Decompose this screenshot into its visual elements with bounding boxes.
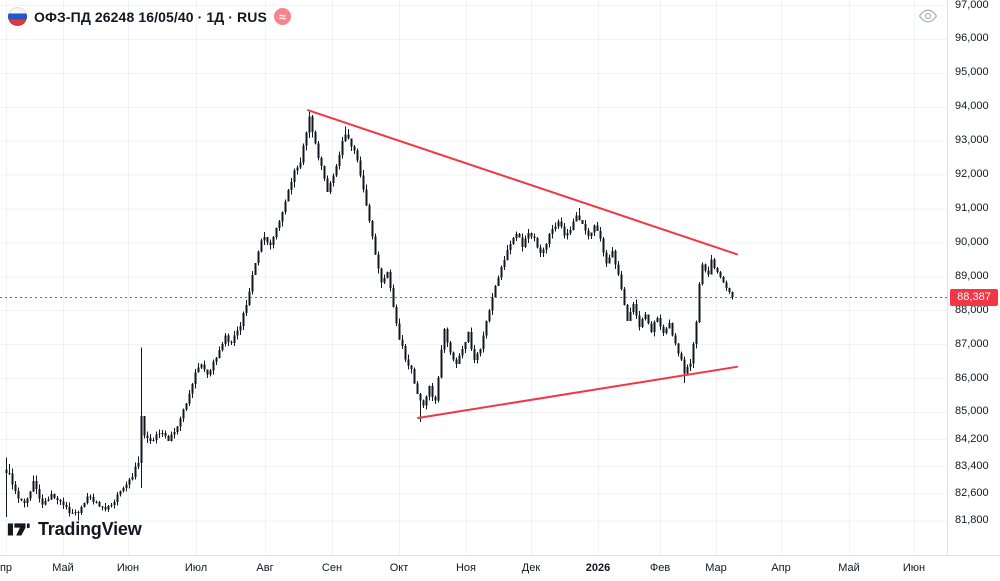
price-axis-label: 88,000 [955,303,989,316]
price-axis-label: 92,000 [955,168,989,181]
price-axis-label: 90,000 [955,235,989,248]
time-axis-label[interactable]: Авг [256,562,274,574]
price-axis-label: 85,000 [955,405,989,418]
chart-plot-area[interactable]: ОФЗ-ПД 26248 16/05/40 · 1Д · RUS ≈ Tradi… [0,0,948,556]
price-axis[interactable]: 97,000 96,000 95,000 94,000 93,000 92,000 91,0… [948,0,1000,556]
symbol-title[interactable]: ОФЗ-ПД 26248 16/05/40 · 1Д · RUS [34,8,267,25]
time-axis[interactable]: пр Май Июн Июл Авг Сен Окт Ноя Дек 2026 Фев Мар Апр М… [0,556,1000,581]
tradingview-logo-text: TradingView [38,518,142,539]
russia-flag-icon [8,7,27,26]
time-axis-label[interactable]: Июн [902,562,926,574]
time-axis-label[interactable]: Мар [705,562,727,574]
time-axis-label[interactable]: Июн [116,562,140,574]
approx-price-icon: ≈ [273,8,291,25]
price-axis-label: 82,600 [955,486,989,499]
price-axis-label: 84,200 [955,432,989,445]
price-axis-label: 95,000 [955,66,989,79]
tradingview-logo-icon [6,516,32,542]
current-price-badge: 88,387 [950,288,998,306]
time-axis-label[interactable]: пр [0,562,13,574]
time-axis-label[interactable]: Окт [389,562,409,574]
price-axis-label: 94,000 [955,100,989,113]
time-axis-label[interactable]: Апр [771,562,791,574]
price-axis-label: 89,000 [955,269,989,282]
price-axis-label: 93,000 [955,134,989,147]
price-axis-label: 83,400 [955,459,989,472]
price-axis-label: 91,000 [955,202,989,214]
time-axis-label[interactable]: 2026 [585,562,611,574]
symbol-legend[interactable]: ОФЗ-ПД 26248 16/05/40 · 1Д · RUS ≈ [8,7,291,26]
candlestick-chart[interactable] [0,0,948,556]
price-axis-label: 81,800 [955,513,989,526]
time-axis-label[interactable]: Фев [649,562,671,574]
price-axis-label: 96,000 [955,32,989,45]
price-axis-label: 86,000 [955,371,989,384]
time-axis-label[interactable]: Май [838,562,860,574]
eye-icon[interactable] [918,8,938,29]
price-axis-label: 97,000 [955,0,989,11]
time-axis-label[interactable]: Дек [521,562,541,574]
time-axis-label[interactable]: Ноя [455,562,477,574]
time-axis-label[interactable]: Сен [321,562,343,574]
tradingview-logo[interactable]: TradingView [6,516,142,542]
time-axis-label[interactable]: Май [52,562,74,574]
price-axis-label: 87,000 [955,337,989,350]
time-axis-label[interactable]: Июл [184,562,208,574]
